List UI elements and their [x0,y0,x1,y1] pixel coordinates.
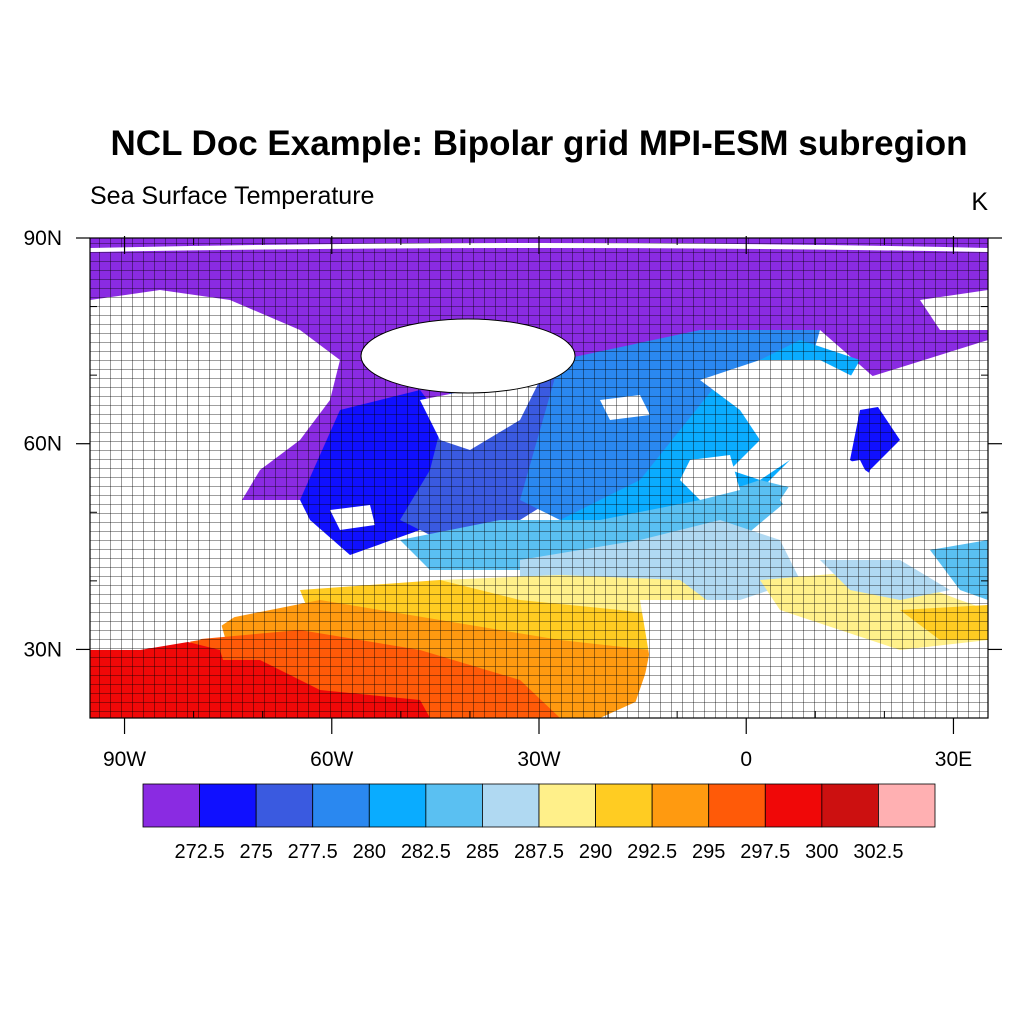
colorbar-label: 272.5 [175,841,225,863]
grid-pole-hole [360,318,576,394]
colorbar-label: 300 [805,841,838,863]
colorbar-box [764,783,823,828]
lon-tick-label: 0 [740,748,752,771]
lat-tick-label: 30N [23,638,62,661]
colorbar-label: 295 [692,841,725,863]
colorbar-label: 277.5 [288,841,338,863]
colorbar: 272.5 275 277.5 280 282.5 285 287.5 290 292.5 295… [142,783,936,863]
colorbar-label: 275 [239,841,272,863]
colorbar-box [312,783,370,828]
lon-tick-label: 90W [103,748,146,771]
colorbar-box [199,783,257,828]
colorbar-box [368,783,427,828]
lat-tick-label: 90N [23,227,62,250]
plot-title: NCL Doc Example: Bipolar grid MPI-ESM su… [110,124,968,163]
lon-tick-label: 60W [310,748,353,771]
units-label: K [971,188,988,216]
colorbar-box [255,783,314,828]
colorbar-box [651,783,710,828]
colorbar-label: 297.5 [740,841,790,863]
colorbar-box [142,783,200,828]
lat-tick-label: 60N [23,433,62,456]
model-grid-lines [90,238,988,718]
colorbar-label: 287.5 [514,841,564,863]
colorbar-box [538,783,596,828]
colorbar-label: 302.5 [853,841,903,863]
lon-tick-label: 30E [935,748,972,771]
colorbar-label: 292.5 [627,841,677,863]
colorbar-label: 285 [466,841,499,863]
lon-tick-label: 30W [517,748,560,771]
colorbar-label: 282.5 [401,841,451,863]
colorbar-box [708,783,766,828]
axis-ticks: 90N 60N 30N 90W 60W 30W 0 30E [23,227,1002,771]
colorbar-box [595,783,653,828]
colorbar-box [821,783,879,828]
colorbar-box [425,783,483,828]
colorbar-box [878,783,936,828]
colorbar-box [482,783,540,828]
sst-field [90,238,988,718]
colorbar-label: 290 [579,841,612,863]
colorbar-label: 280 [353,841,386,863]
left-subtitle: Sea Surface Temperature [90,182,375,210]
